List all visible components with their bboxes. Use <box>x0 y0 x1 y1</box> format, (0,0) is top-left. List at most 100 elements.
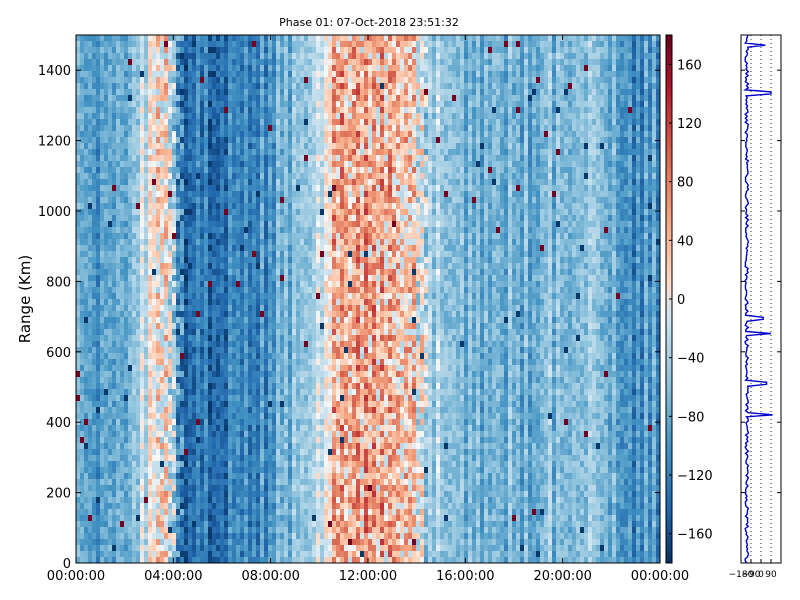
heatmap-cell <box>132 425 137 432</box>
heatmap-cell <box>204 47 209 54</box>
heatmap-cell <box>84 179 89 186</box>
heatmap-cell <box>128 497 133 504</box>
heatmap-cell <box>96 539 101 546</box>
heatmap-cell <box>212 233 217 240</box>
heatmap-cell <box>200 119 205 126</box>
heatmap-cell <box>220 113 225 120</box>
heatmap-cell <box>184 545 189 552</box>
heatmap-cell <box>220 335 225 342</box>
heatmap-cell <box>160 71 165 78</box>
heatmap-cell <box>112 107 117 114</box>
heatmap-cell <box>256 293 261 300</box>
heatmap-cell <box>136 347 141 354</box>
heatmap-cell <box>280 527 285 534</box>
heatmap-cell <box>132 287 137 294</box>
heatmap-cell <box>248 557 253 564</box>
heatmap-cell <box>160 311 165 318</box>
heatmap-cell <box>288 407 293 414</box>
heatmap-cell <box>288 353 293 360</box>
heatmap-cell <box>260 113 265 120</box>
heatmap-cell <box>232 131 237 138</box>
heatmap-cell <box>188 113 193 120</box>
heatmap-cell <box>292 203 297 210</box>
heatmap-cell <box>276 209 281 216</box>
heatmap-cell <box>88 173 93 180</box>
heatmap-cell <box>252 443 257 450</box>
heatmap-cell <box>108 365 113 372</box>
heatmap-cell <box>284 359 289 366</box>
heatmap-cell <box>100 431 105 438</box>
heatmap-cell <box>288 491 293 498</box>
heatmap-cell <box>276 107 281 114</box>
heatmap-cell <box>288 281 293 288</box>
heatmap-cell <box>236 125 241 132</box>
heatmap-cell <box>236 401 241 408</box>
heatmap-cell <box>184 419 189 426</box>
heatmap-cell <box>276 311 281 318</box>
heatmap-cell <box>292 125 297 132</box>
heatmap-cell <box>300 233 305 240</box>
heatmap-cell <box>128 533 133 540</box>
heatmap-cell <box>92 503 97 510</box>
heatmap-cell <box>216 119 221 126</box>
heatmap-cell <box>264 353 269 360</box>
heatmap-cell <box>136 131 141 138</box>
heatmap-cell <box>296 305 301 312</box>
heatmap-cell <box>160 557 165 564</box>
heatmap-cell <box>300 245 305 252</box>
heatmap-cell <box>224 47 229 54</box>
heatmap-cell <box>244 89 249 96</box>
heatmap-cell <box>188 203 193 210</box>
heatmap-cell <box>272 83 277 90</box>
heatmap-cell <box>192 449 197 456</box>
heatmap-cell <box>212 137 217 144</box>
heatmap-cell <box>288 113 293 120</box>
heatmap-cell <box>116 431 121 438</box>
heatmap-cell <box>176 389 181 396</box>
heatmap-cell <box>136 179 141 186</box>
heatmap-cell <box>248 545 253 552</box>
heatmap-cell <box>280 53 285 60</box>
heatmap-cell <box>188 71 193 78</box>
heatmap-cell <box>236 71 241 78</box>
heatmap-cell <box>88 383 93 390</box>
heatmap-cell <box>128 161 133 168</box>
heatmap-cell <box>172 227 177 234</box>
heatmap-cell <box>192 503 197 510</box>
heatmap-cell <box>76 269 81 276</box>
heatmap-cell <box>236 329 241 336</box>
heatmap-cell <box>84 305 89 312</box>
heatmap-cell <box>264 431 269 438</box>
heatmap-cell <box>100 383 105 390</box>
heatmap-cell <box>204 323 209 330</box>
heatmap-cell <box>144 239 149 246</box>
heatmap-cell <box>152 323 157 330</box>
heatmap-cell <box>208 311 213 318</box>
heatmap-cell <box>240 317 245 324</box>
heatmap-cell <box>216 89 221 96</box>
heatmap-cell <box>168 53 173 60</box>
heatmap-cell <box>232 125 237 132</box>
heatmap-cell <box>276 413 281 420</box>
heatmap-cell <box>196 407 201 414</box>
heatmap-cell <box>164 467 169 474</box>
heatmap-cell <box>220 167 225 174</box>
heatmap-cell <box>288 503 293 510</box>
heatmap-cell <box>300 383 305 390</box>
heatmap-cell <box>252 479 257 486</box>
heatmap-cell <box>272 299 277 306</box>
heatmap-cell <box>232 35 237 42</box>
heatmap-cell <box>244 233 249 240</box>
heatmap-cell <box>176 191 181 198</box>
heatmap-cell <box>128 101 133 108</box>
heatmap-cell <box>104 251 109 258</box>
heatmap-cell <box>268 101 273 108</box>
heatmap-cell <box>236 521 241 528</box>
heatmap-cell <box>160 95 165 102</box>
heatmap-cell <box>188 257 193 264</box>
heatmap-cell <box>180 53 185 60</box>
heatmap-cell <box>172 305 177 312</box>
heatmap-cell <box>196 509 201 516</box>
heatmap-cell <box>168 41 173 48</box>
heatmap-cell <box>84 233 89 240</box>
